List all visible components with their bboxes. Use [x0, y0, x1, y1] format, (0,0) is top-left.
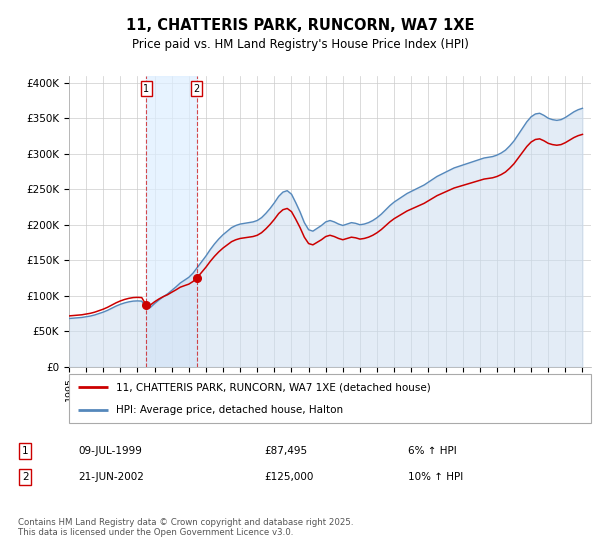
FancyBboxPatch shape — [69, 374, 591, 423]
Text: £87,495: £87,495 — [264, 446, 307, 456]
Text: 10% ↑ HPI: 10% ↑ HPI — [408, 472, 463, 482]
Text: 1: 1 — [22, 446, 29, 456]
Text: 6% ↑ HPI: 6% ↑ HPI — [408, 446, 457, 456]
Text: 2: 2 — [22, 472, 29, 482]
Bar — [146, 76, 197, 367]
Text: Contains HM Land Registry data © Crown copyright and database right 2025.
This d: Contains HM Land Registry data © Crown c… — [18, 518, 353, 538]
Text: £125,000: £125,000 — [264, 472, 313, 482]
Text: 1: 1 — [143, 83, 149, 94]
Text: HPI: Average price, detached house, Halton: HPI: Average price, detached house, Halt… — [116, 405, 343, 415]
Text: Price paid vs. HM Land Registry's House Price Index (HPI): Price paid vs. HM Land Registry's House … — [131, 38, 469, 52]
Text: 2: 2 — [194, 83, 200, 94]
Text: 09-JUL-1999: 09-JUL-1999 — [78, 446, 142, 456]
Text: 21-JUN-2002: 21-JUN-2002 — [78, 472, 144, 482]
Text: 11, CHATTERIS PARK, RUNCORN, WA7 1XE (detached house): 11, CHATTERIS PARK, RUNCORN, WA7 1XE (de… — [116, 382, 431, 393]
Text: 11, CHATTERIS PARK, RUNCORN, WA7 1XE: 11, CHATTERIS PARK, RUNCORN, WA7 1XE — [126, 18, 474, 32]
